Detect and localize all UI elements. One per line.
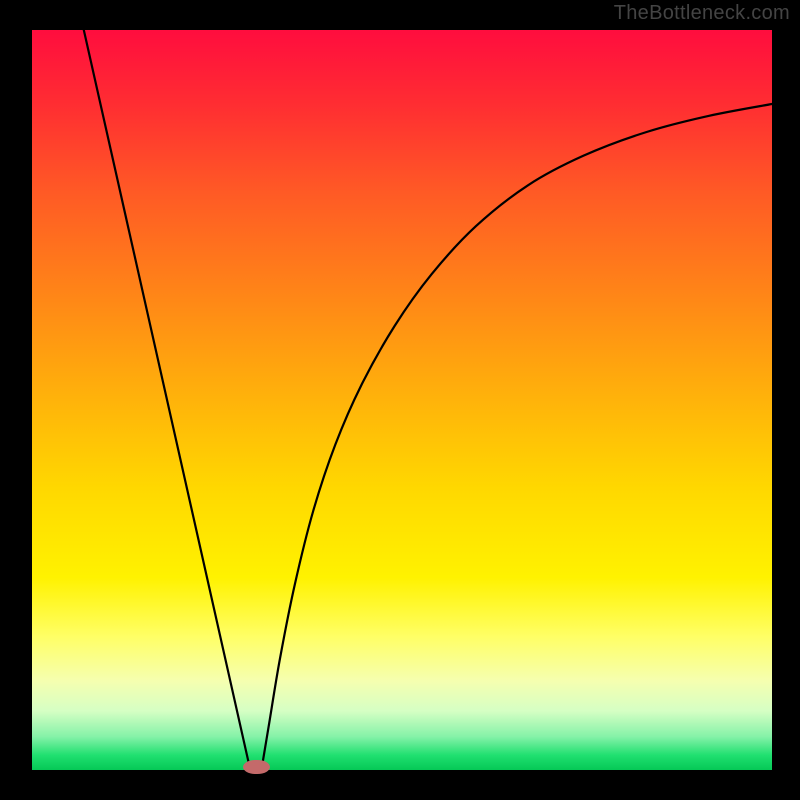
plot-area bbox=[32, 30, 772, 770]
optimal-marker bbox=[243, 760, 270, 775]
bottleneck-curve bbox=[32, 30, 772, 770]
right-curve bbox=[261, 104, 772, 770]
chart-frame: TheBottleneck.com bbox=[0, 0, 800, 800]
watermark-text: TheBottleneck.com bbox=[614, 2, 790, 25]
left-curve bbox=[84, 30, 251, 770]
